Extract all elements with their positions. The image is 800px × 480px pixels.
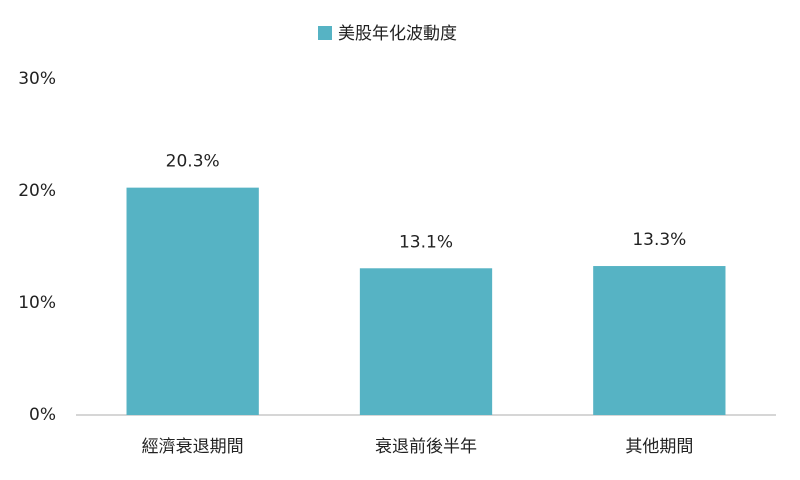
x-tick-label: 其他期間 (625, 437, 693, 457)
y-tick-label: 10% (18, 293, 56, 313)
x-tick-label: 衰退前後半年 (375, 437, 477, 457)
bar (126, 187, 259, 415)
y-tick-label: 20% (18, 181, 56, 201)
bar (359, 268, 493, 415)
value-label: 13.1% (399, 232, 453, 252)
legend-swatch (318, 26, 332, 40)
x-tick-label: 經濟衰退期間 (142, 437, 244, 457)
value-label: 13.3% (632, 230, 686, 250)
y-tick-label: 0% (29, 405, 56, 425)
value-label: 20.3% (166, 152, 220, 172)
y-tick-label: 30% (18, 69, 56, 89)
bar (593, 266, 726, 415)
legend-label: 美股年化波動度 (338, 24, 457, 44)
